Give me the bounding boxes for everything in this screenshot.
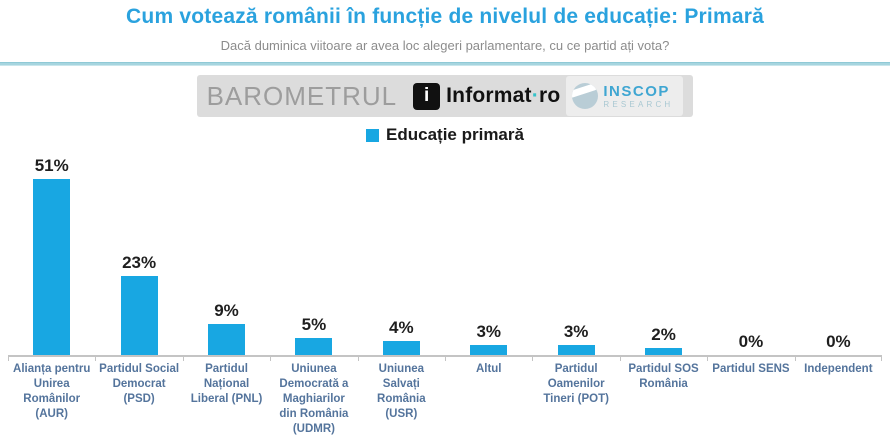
plot-area: 51% 23% 9% 5% 4% 3% 3% 2% 0% 0% [8,148,882,355]
bar-value-label: 9% [214,300,239,320]
bar [33,179,71,355]
bar [208,323,246,355]
chart-legend: Educație primară [0,125,890,145]
bar-column: 0% [795,148,882,355]
bar-chart: 51% 23% 9% 5% 4% 3% 3% 2% 0% 0% Alianța pentru Un… [0,148,890,437]
bar [645,348,683,355]
bar [120,275,158,355]
bar [557,344,595,355]
barometrul-logo: BAROMETRUL [206,80,398,111]
bar-column: 9% [183,148,270,355]
divider-line [0,62,890,66]
bar-value-label: 5% [301,314,327,334]
bar-column: 3% [445,148,532,355]
informat-dot: · [531,84,539,107]
x-axis-category-label: Uniunea Democrată a Maghiarilor din Româ… [270,355,357,437]
page-title: Cum votează românii în funcție de nivelu… [126,5,764,28]
legend-swatch [366,128,380,142]
inscop-research-label: RESEARCH [603,99,674,109]
x-axis-category-label: Altul [445,355,532,437]
legend-label: Educație primară [386,125,524,144]
bar-value-label: 4% [389,318,414,338]
informat-icon: i [413,82,441,110]
bar-value-label: 23% [122,252,157,272]
bar-value-label: 3% [563,321,589,341]
page-subtitle: Dacă duminica viitoare ar avea loc alege… [220,38,670,53]
x-axis-category-label: Partidul Național Liberal (PNL) [182,355,270,437]
inscop-globe-icon [572,83,599,109]
bar-value-label: 0% [826,332,851,351]
x-axis-category-label: Partidul SOS România [619,355,707,437]
x-axis-category-label: Independent [794,355,883,437]
bar-column: 51% [8,148,95,355]
bar-value-label: 51% [34,156,69,176]
logo-box: BAROMETRUL i Informat·ro INSCOP RESEARCH [196,75,694,117]
x-axis-category-label: Partidul Oamenilor Tineri (POT) [532,355,619,437]
bar [295,337,333,355]
inscop-wordmark: INSCOP RESEARCH [603,84,673,109]
bar-column: 4% [358,148,445,355]
x-axis-category-label: Uniunea Salvați România (USR) [357,355,445,437]
bar-column: 5% [270,148,357,355]
bar-column: 3% [532,148,619,355]
bar-column: 23% [95,148,182,355]
inscop-name: INSCOP [603,82,670,100]
x-axis: Alianța pentru Unirea Românilor (AUR) Par… [8,355,883,437]
x-axis-category-label: Partidul Social Democrat (PSD) [95,355,182,437]
bar [470,344,508,355]
x-axis-category-label: Alianța pentru Unirea Românilor (AUR) [8,355,95,437]
bar-value-label: 0% [738,332,764,351]
informat-wordmark: Informat·ro [446,84,560,108]
bar-value-label: 2% [651,325,676,345]
bar-column: 0% [707,148,794,355]
logo-strip: BAROMETRUL i Informat·ro INSCOP RESEARCH [0,75,890,117]
bar [382,341,420,355]
informat-name-text: Informat [446,84,532,107]
informat-tld-text: ro [538,84,561,107]
inscop-research-logo: INSCOP RESEARCH [566,76,684,116]
bar-value-label: 3% [476,321,502,341]
x-axis-category-label: Partidul SENS [707,355,794,437]
bar-column: 2% [620,148,707,355]
informat-ro-logo: i Informat·ro [413,82,560,110]
